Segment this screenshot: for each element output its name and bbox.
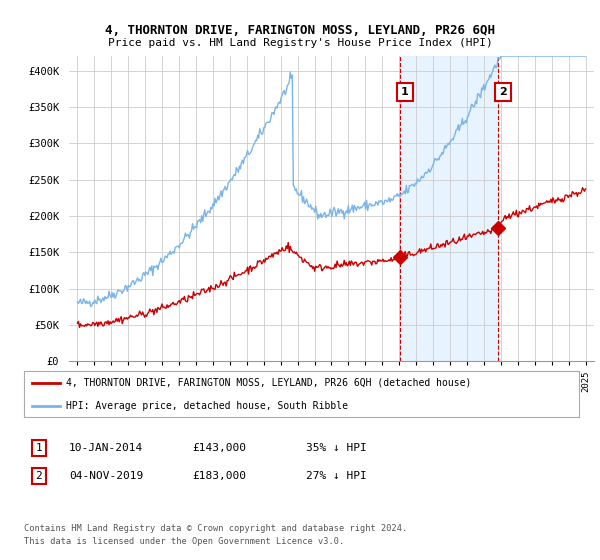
Text: 35% ↓ HPI: 35% ↓ HPI [306,443,367,453]
Text: Contains HM Land Registry data © Crown copyright and database right 2024.
This d: Contains HM Land Registry data © Crown c… [24,524,407,545]
Text: 1: 1 [35,443,43,453]
Text: 2: 2 [499,87,507,97]
Text: 04-NOV-2019: 04-NOV-2019 [69,471,143,481]
Text: 4, THORNTON DRIVE, FARINGTON MOSS, LEYLAND, PR26 6QH: 4, THORNTON DRIVE, FARINGTON MOSS, LEYLA… [105,24,495,38]
Bar [400,56,498,361]
Text: HPI: Average price, detached house, South Ribble: HPI: Average price, detached house, Sout… [65,401,347,410]
Text: 4, THORNTON DRIVE, FARINGTON MOSS, LEYLAND, PR26 6QH (detached house): 4, THORNTON DRIVE, FARINGTON MOSS, LEYLA… [65,378,471,388]
Text: Price paid vs. HM Land Registry's House Price Index (HPI): Price paid vs. HM Land Registry's House … [107,38,493,48]
Text: £143,000: £143,000 [192,443,246,453]
Text: 27% ↓ HPI: 27% ↓ HPI [306,471,367,481]
Text: 2: 2 [35,471,43,481]
Text: £183,000: £183,000 [192,471,246,481]
Text: 10-JAN-2014: 10-JAN-2014 [69,443,143,453]
Text: 1: 1 [401,87,409,97]
